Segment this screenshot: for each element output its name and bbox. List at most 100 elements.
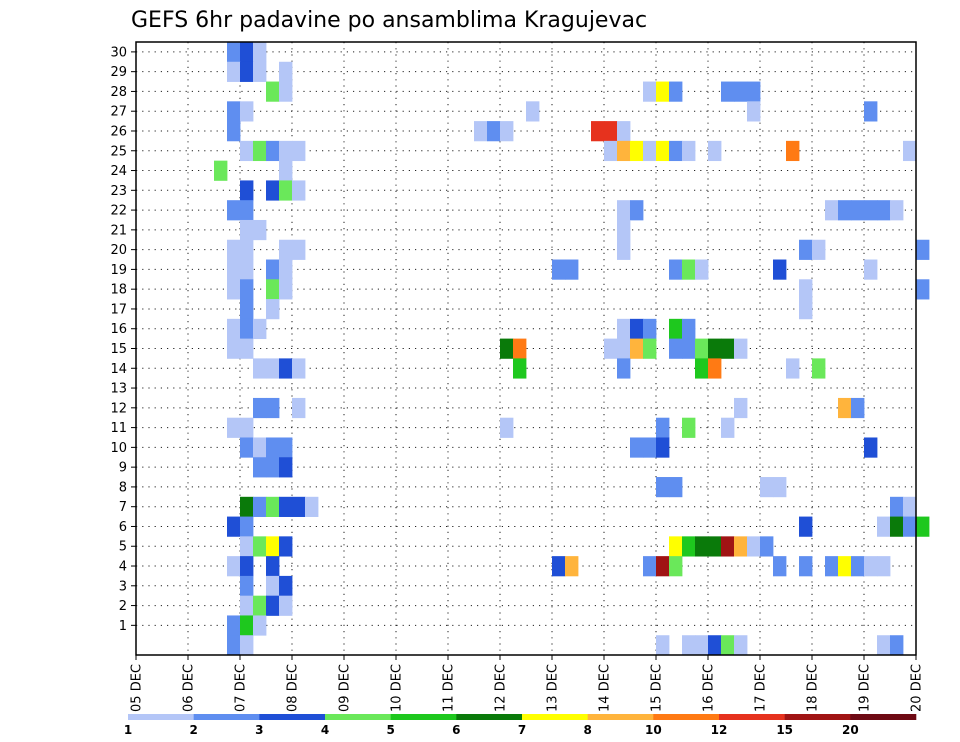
y-tick-label: 28	[110, 85, 127, 100]
heatmap-cell	[669, 556, 683, 577]
colorbar-label: 12	[711, 723, 728, 737]
heatmap-cell	[708, 358, 722, 379]
heatmap-cell	[279, 239, 293, 260]
heatmap-cell	[630, 338, 644, 359]
y-tick-label: 20	[110, 243, 127, 258]
heatmap-cell	[604, 140, 618, 162]
heatmap-cell	[890, 200, 904, 221]
heatmap-cell	[617, 358, 631, 379]
heatmap-cell	[916, 239, 930, 260]
y-tick-label: 4	[119, 560, 127, 575]
colorbar-label: 10	[645, 723, 662, 737]
heatmap-cell	[227, 259, 241, 280]
heatmap-cell	[253, 457, 267, 478]
heatmap-cell	[513, 338, 527, 359]
heatmap-cell	[500, 338, 514, 359]
heatmap-cell	[227, 635, 241, 656]
heatmap-cell	[916, 516, 930, 537]
heatmap-cell	[877, 516, 891, 537]
heatmap-cell	[890, 635, 904, 656]
heatmap-cell	[552, 259, 566, 280]
colorbar-segment	[719, 714, 785, 720]
heatmap-cell	[240, 239, 254, 260]
heatmap-cell	[266, 556, 280, 577]
y-tick-label: 27	[110, 105, 127, 120]
heatmap-cell	[214, 160, 228, 181]
x-tick-label: 18 DEC	[806, 664, 821, 712]
heatmap-cell	[682, 635, 696, 656]
heatmap-cell	[266, 595, 280, 616]
heatmap-cell	[656, 477, 670, 498]
heatmap-cell	[487, 121, 501, 142]
heatmap-cell	[643, 437, 657, 458]
y-tick-label: 2	[119, 599, 127, 614]
heatmap-cell	[240, 575, 254, 597]
y-tick-label: 29	[110, 65, 127, 80]
heatmap-cell	[279, 358, 293, 379]
heatmap-cell	[240, 516, 254, 537]
heatmap-cell	[240, 101, 254, 122]
y-tick-label: 17	[110, 302, 127, 317]
x-tick-label: 20 DEC	[910, 664, 925, 712]
heatmap-cell	[695, 259, 709, 280]
heatmap-cell	[227, 42, 241, 63]
heatmap-cell	[227, 239, 241, 260]
heatmap-cell	[266, 299, 280, 320]
heatmap-cell	[227, 279, 241, 300]
heatmap-cell	[656, 417, 670, 438]
heatmap-cell	[227, 417, 241, 438]
heatmap-cell	[266, 437, 280, 458]
heatmap-cell	[773, 556, 787, 577]
heatmap-cell	[617, 338, 631, 359]
heatmap-cell	[565, 556, 579, 577]
heatmap-cell	[266, 575, 280, 597]
heatmap-cell	[240, 318, 254, 340]
heatmap-cell	[734, 397, 748, 419]
heatmap-cell	[890, 496, 904, 517]
y-tick-label: 22	[110, 204, 127, 219]
heatmap-cell	[747, 536, 761, 557]
heatmap-cell	[266, 496, 280, 517]
heatmap-cell	[617, 200, 631, 221]
heatmap-cell	[240, 180, 254, 201]
heatmap-cell	[721, 338, 735, 359]
heatmap-cell	[227, 121, 241, 142]
heatmap-cell	[760, 477, 774, 498]
colorbar-label: 5	[386, 723, 394, 737]
heatmap-cell	[656, 635, 670, 656]
heatmap-cell	[747, 101, 761, 122]
x-axis-ticks: 05 DEC 06 DEC 07 DEC 08 DEC 09 DEC 10 DEC 11 D…	[130, 655, 925, 712]
heatmap-cell	[708, 140, 722, 162]
colorbar-segment	[850, 714, 917, 720]
y-tick-label: 1	[119, 619, 127, 634]
heatmap-cell	[903, 516, 917, 537]
heatmap-cell	[240, 338, 254, 359]
heatmap-cell	[266, 259, 280, 280]
heatmap-cell	[513, 358, 527, 379]
heatmap-cell	[656, 556, 670, 577]
heatmap-cell	[721, 417, 735, 438]
heatmap-cell	[279, 180, 293, 201]
heatmap-cell	[903, 496, 917, 517]
heatmap-cell	[617, 318, 631, 340]
heatmap-cell	[708, 536, 722, 557]
heatmap-cell	[240, 140, 254, 162]
heatmap-cell	[279, 279, 293, 300]
heatmap-cell	[500, 417, 514, 438]
heatmap-cell	[734, 81, 748, 102]
heatmap-cell	[747, 81, 761, 102]
heatmap-cell	[240, 635, 254, 656]
heatmap-cell	[266, 279, 280, 300]
heatmap-cell	[253, 437, 267, 458]
heatmap-cell	[799, 556, 813, 577]
heatmap-cell	[279, 160, 293, 181]
heatmap-cell	[695, 635, 709, 656]
y-tick-label: 3	[119, 579, 127, 594]
y-tick-label: 30	[110, 45, 127, 60]
colorbar-label: 20	[842, 723, 859, 737]
heatmap-cell	[240, 437, 254, 458]
x-tick-label: 14 DEC	[598, 664, 613, 712]
colorbar-segment	[128, 714, 194, 720]
colorbar-segment	[653, 714, 720, 720]
heatmap-cell	[240, 259, 254, 280]
